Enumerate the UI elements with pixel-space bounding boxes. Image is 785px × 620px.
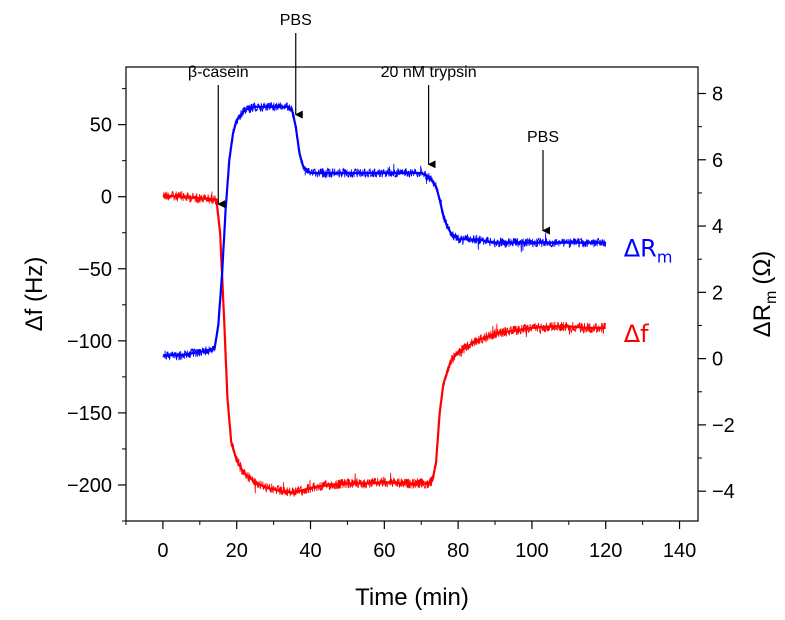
- x-tick-label: 0: [157, 540, 168, 562]
- left-y-tick-label: 50: [90, 115, 112, 137]
- x-tick-label: 80: [447, 540, 469, 562]
- left-y-axis-ticks: 50 0 −50 −100 −150 −200: [67, 88, 126, 522]
- annotation-label: PBS: [280, 12, 312, 29]
- right-y-axis-title: ΔRm (Ω): [749, 251, 780, 338]
- x-axis-ticks: 0 20 40 60 80 100 120 140: [125, 521, 696, 562]
- right-y-tick-label: −2: [712, 415, 735, 437]
- right-y-tick-label: 0: [712, 349, 723, 371]
- series-group: Δf ΔRm: [162, 102, 673, 497]
- x-tick-label: 100: [515, 540, 548, 562]
- series-line-1: [162, 105, 606, 357]
- left-y-axis-title: Δf (Hz): [21, 257, 48, 332]
- x-tick-label: 60: [373, 540, 395, 562]
- series-line-noisy-0: [162, 191, 607, 497]
- series-label-1: ΔRm: [624, 235, 673, 267]
- right-y-axis-ticks: 8 6 4 2 0 −2 −4: [698, 84, 735, 503]
- left-y-tick-label: 0: [101, 187, 112, 209]
- left-y-tick-label: −50: [78, 259, 112, 281]
- x-tick-label: 40: [299, 540, 321, 562]
- x-axis-title: Time (min): [355, 584, 469, 611]
- annotation-group: β-casein PBS 20 nM trypsin PBS: [188, 12, 559, 235]
- series-label-0: Δf: [624, 320, 649, 348]
- right-y-tick-label: 4: [712, 216, 723, 238]
- plot-frame: [125, 66, 699, 522]
- series-label-name: Δf: [624, 320, 649, 348]
- annotation-label: PBS: [527, 129, 559, 146]
- series-label-sub: m: [657, 248, 673, 267]
- right-y-tick-label: 6: [712, 150, 723, 172]
- x-tick-label: 20: [226, 540, 248, 562]
- series-label-name: ΔR: [624, 235, 657, 263]
- right-y-axis-title-unit: (Ω): [749, 251, 776, 285]
- left-y-tick-label: −100: [67, 331, 112, 353]
- series-line-0: [162, 194, 606, 494]
- right-y-axis-title-sub: m: [763, 291, 780, 304]
- right-y-tick-label: −4: [712, 481, 735, 503]
- left-y-tick-label: −150: [67, 403, 112, 425]
- right-y-tick-label: 8: [712, 84, 723, 106]
- annotation-label: 20 nM trypsin: [381, 64, 477, 81]
- x-tick-label: 120: [589, 540, 622, 562]
- right-y-axis-title-main: ΔR: [749, 304, 776, 337]
- x-tick-label: 140: [663, 540, 696, 562]
- left-y-tick-label: −200: [67, 475, 112, 497]
- annotation-label: β-casein: [188, 64, 249, 81]
- right-y-tick-label: 2: [712, 282, 723, 304]
